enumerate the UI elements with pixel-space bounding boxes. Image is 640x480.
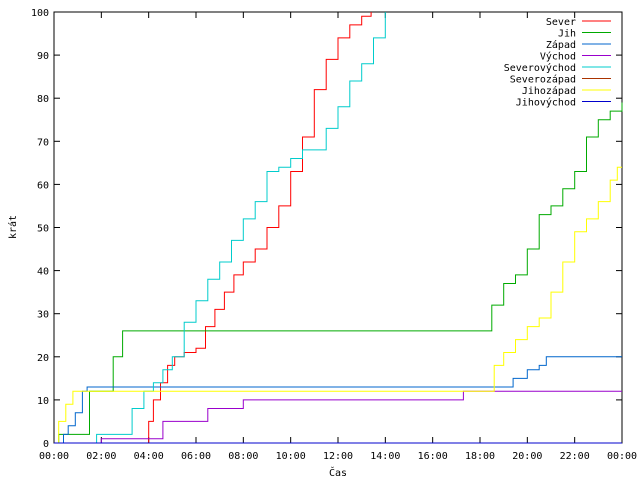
x-tick-label: 08:00 xyxy=(228,451,258,462)
y-tick-label: 40 xyxy=(37,267,49,278)
x-tick-label: 10:00 xyxy=(276,451,306,462)
legend-label: Východ xyxy=(540,51,576,63)
axis-ticks: 0 10 20 30 40 50 60 70 80 90 100 00:00 02:00 04:00 06:… xyxy=(31,8,637,462)
legend-label: Severozápad xyxy=(510,74,576,86)
legend-label: Jih xyxy=(558,29,576,40)
series-group xyxy=(54,12,623,444)
y-tick-label: 50 xyxy=(37,224,49,235)
legend-label: Jihovýchod xyxy=(516,97,576,109)
legend: SeverJihZápadVýchodSeverovýchodSeverozáp… xyxy=(504,17,611,109)
series-line xyxy=(54,356,622,444)
y-tick-label: 80 xyxy=(37,94,49,105)
x-tick-label: 04:00 xyxy=(134,451,164,462)
y-tick-label: 100 xyxy=(31,8,49,19)
x-tick-label: 22:00 xyxy=(560,451,590,462)
y-tick-label: 60 xyxy=(37,180,49,191)
series-line xyxy=(54,390,622,444)
series-line xyxy=(54,166,622,444)
x-axis-label: Čas xyxy=(329,466,347,479)
y-tick-label: 0 xyxy=(43,439,49,450)
x-tick-label: 02:00 xyxy=(86,451,116,462)
y-tick-label: 70 xyxy=(37,137,49,148)
y-tick-label: 20 xyxy=(37,353,49,364)
x-tick-label: 00:00 xyxy=(39,451,69,462)
series-line xyxy=(54,102,623,444)
x-tick-label: 00:00 xyxy=(607,451,637,462)
y-tick-label: 90 xyxy=(37,51,49,62)
legend-label: Jihozápad xyxy=(522,85,576,97)
legend-label: Sever xyxy=(546,17,576,28)
legend-label: Západ xyxy=(546,39,576,51)
x-tick-label: 18:00 xyxy=(465,451,495,462)
y-axis-label: krát xyxy=(7,215,19,239)
y-tick-label: 30 xyxy=(37,310,49,321)
x-tick-label: 12:00 xyxy=(323,451,353,462)
legend-label: Severovýchod xyxy=(504,62,576,74)
x-tick-label: 06:00 xyxy=(181,451,211,462)
x-tick-label: 20:00 xyxy=(512,451,542,462)
x-tick-label: 16:00 xyxy=(418,451,448,462)
series-line xyxy=(54,12,386,444)
x-tick-label: 14:00 xyxy=(370,451,400,462)
series-line xyxy=(54,12,372,444)
y-tick-label: 10 xyxy=(37,396,49,407)
